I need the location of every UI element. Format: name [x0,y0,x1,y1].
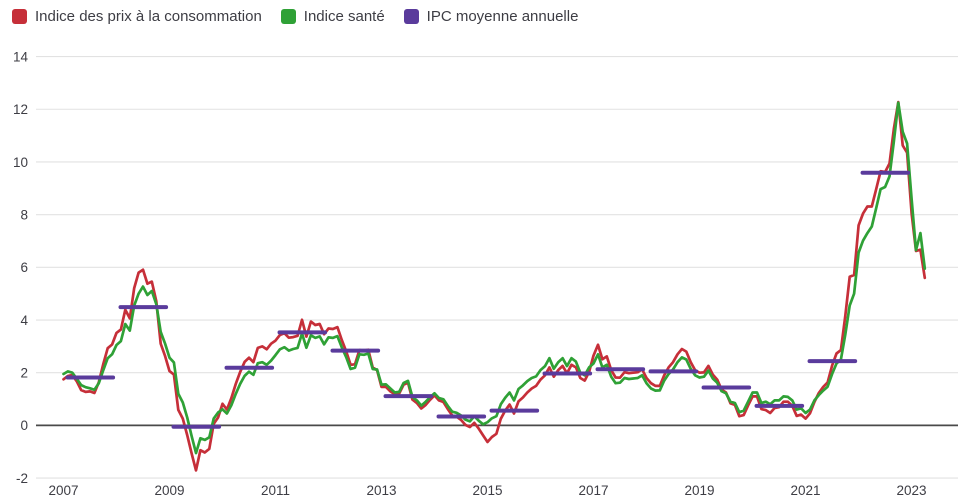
y-axis-tick-label: 12 [13,102,28,117]
y-axis-tick-label: 2 [20,366,28,381]
legend-label-annual-average: IPC moyenne annuelle [426,8,579,25]
legend-item-consumer-price-index[interactable]: Indice des prix à la consommation [12,9,262,24]
x-axis-tick-label: 2023 [897,483,927,498]
x-axis-tick-label: 2013 [367,483,397,498]
health-index-series-swatch-icon [280,9,296,24]
x-axis-tick-label: 2017 [579,483,609,498]
x-axis-tick-label: 2007 [48,483,78,498]
x-axis-tick-label: 2021 [791,483,821,498]
x-axis-tick-label: 2009 [154,483,184,498]
y-axis-tick-label: -2 [16,471,28,486]
y-axis-tick-label: 10 [13,155,28,170]
annual-average-series-swatch-icon [403,9,419,24]
x-axis-tick-label: 2011 [261,483,290,498]
y-axis-tick-label: 6 [20,260,28,275]
legend-item-health-index[interactable]: Indice santé [280,8,385,25]
y-axis-tick-label: 14 [13,49,29,64]
y-axis-tick-label: 4 [20,313,28,328]
legend-label-cpi: Indice des prix à la consommation [35,8,262,25]
legend-item-annual-average[interactable]: IPC moyenne annuelle [403,8,579,25]
chart-legend: Indice des prix à la consommation Indice… [12,9,578,24]
x-axis-tick-label: 2019 [685,483,715,498]
y-axis-tick-label: 0 [20,418,28,433]
legend-label-health-index: Indice santé [303,8,385,25]
health-index-line-series [62,101,927,455]
cpi-line-series [62,100,927,472]
cpi-series-swatch-icon [12,9,27,24]
y-axis-tick-label: 8 [20,207,28,222]
x-axis-tick-label: 2015 [473,483,503,498]
